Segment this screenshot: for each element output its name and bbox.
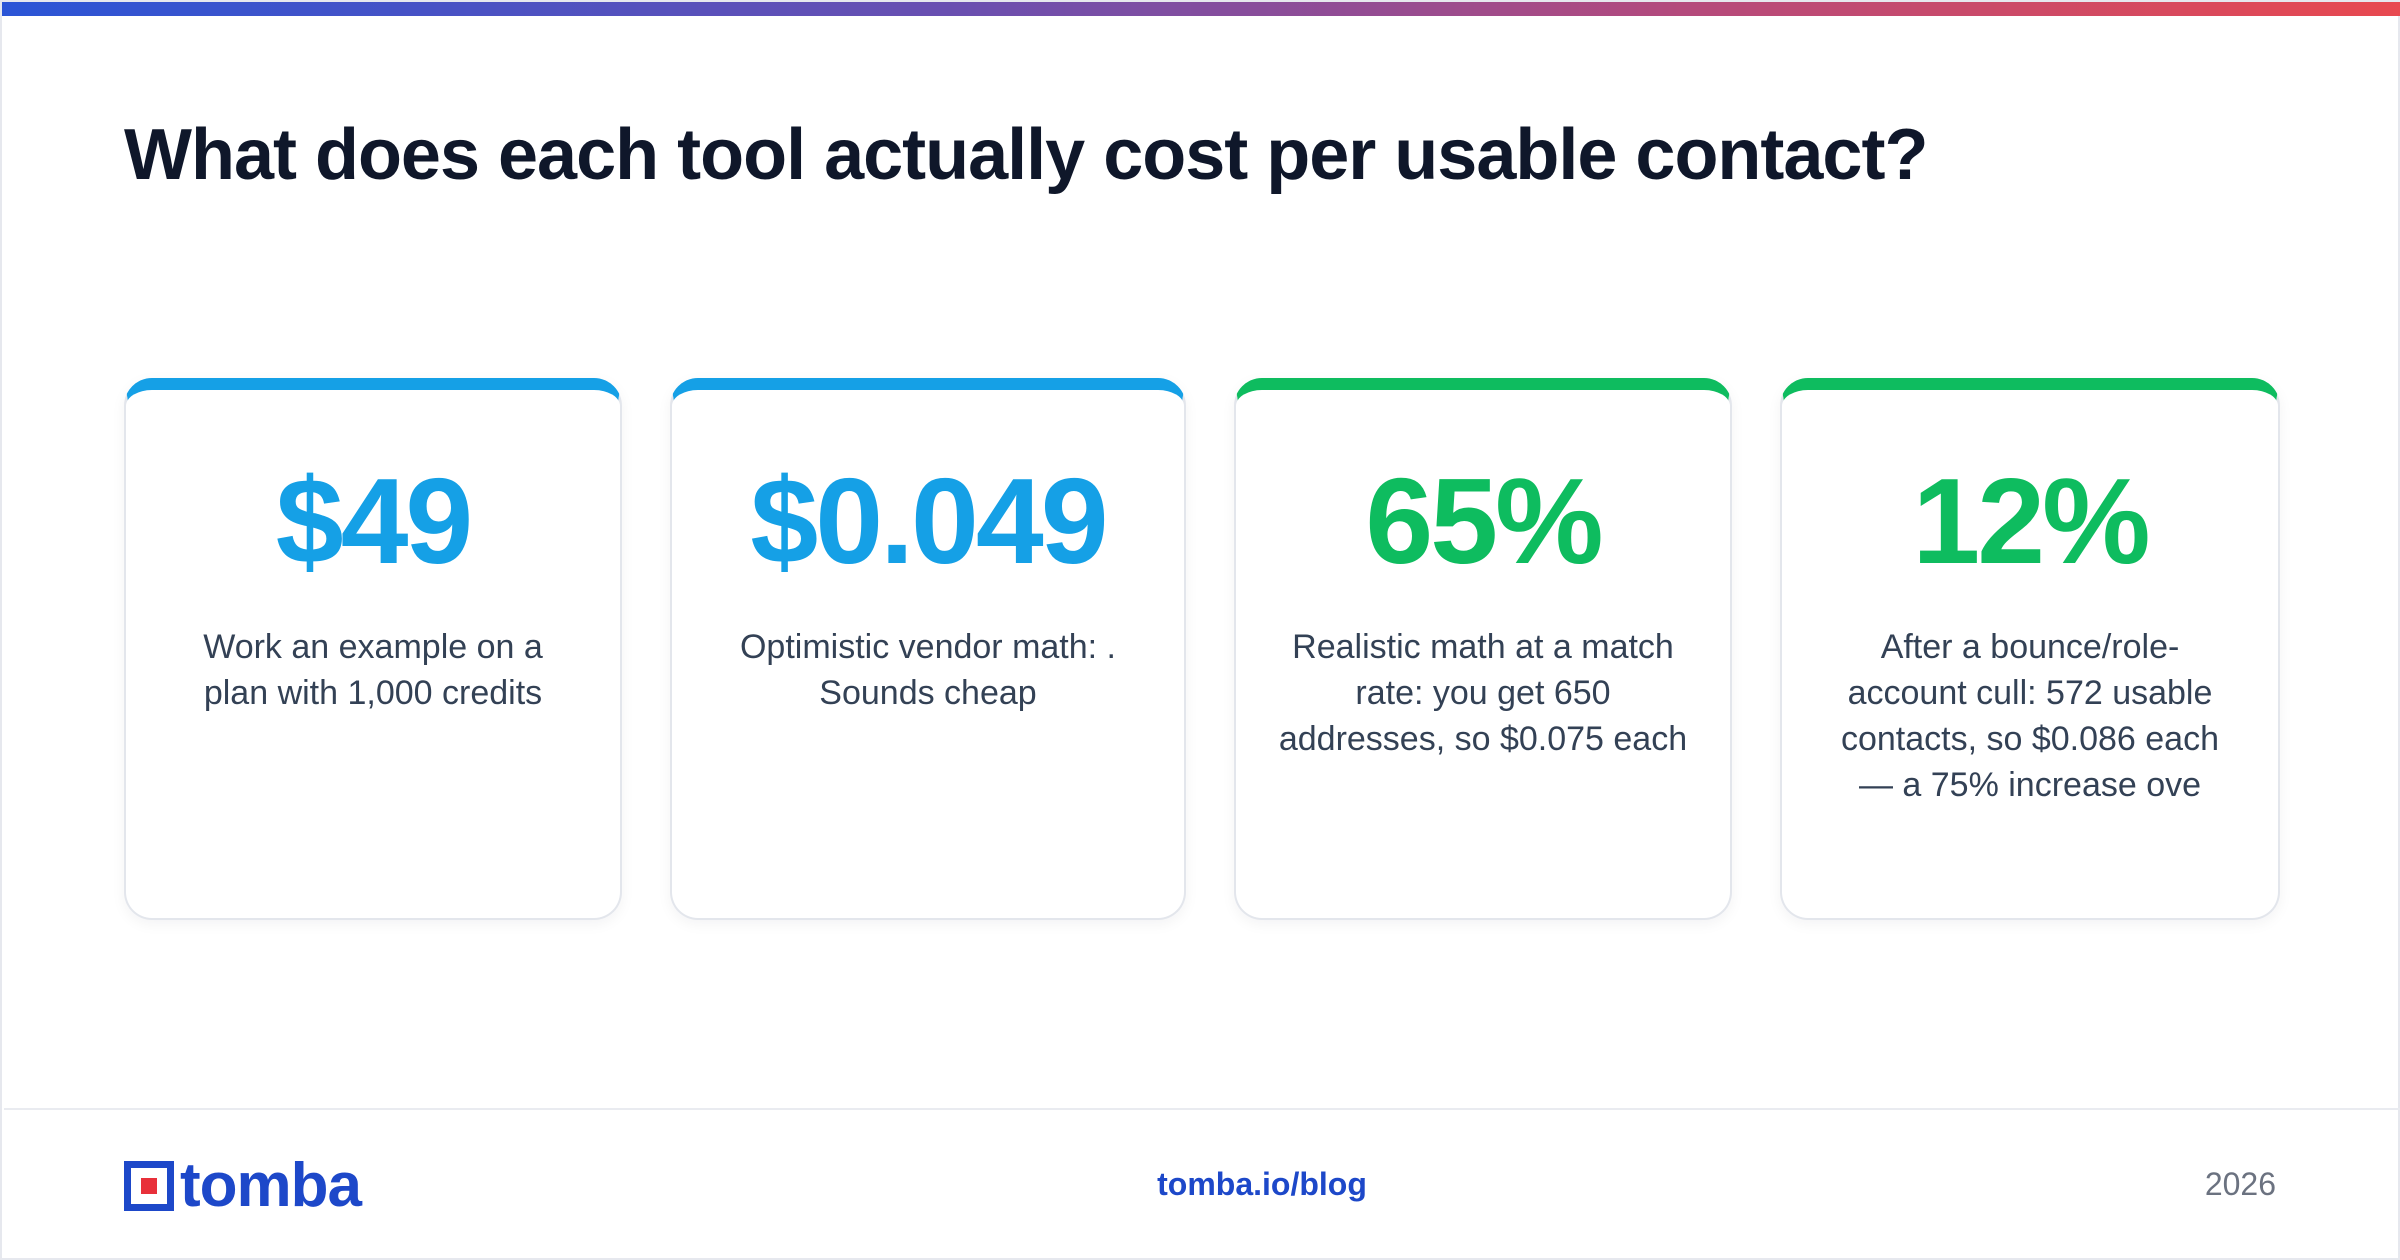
stat-value: $0.049: [750, 453, 1108, 589]
tomba-logo-icon: [124, 1161, 174, 1211]
logo-red-square: [141, 1178, 157, 1194]
tomba-logo[interactable]: tomba: [124, 1151, 362, 1220]
footer-year: 2026: [2204, 1166, 2276, 1202]
blog-link[interactable]: tomba.io/blog: [1157, 1166, 1367, 1202]
page-title: What does each tool actually cost per us…: [124, 115, 1928, 195]
stat-description: After a bounce/role-account cull: 572 us…: [1840, 628, 2220, 804]
footer-divider: [4, 1108, 2400, 1110]
stat-description: Realistic math at a match rate: you get …: [1278, 628, 1688, 758]
stat-value: 12%: [1912, 453, 2150, 589]
stat-card-match-rate: 65% Realistic math at a match rate: you …: [1234, 378, 1732, 920]
stat-description: Optimistic vendor math: . Sounds cheap: [739, 628, 1116, 712]
stat-card-vendor-math: $0.049 Optimistic vendor math: . Sounds …: [670, 378, 1186, 920]
stat-card-credits: $49 Work an example on a plan with 1,000…: [124, 378, 622, 920]
stat-value: $49: [275, 453, 474, 589]
logo-text: tomba: [180, 1151, 362, 1220]
stat-cards: $49 Work an example on a plan with 1,000…: [124, 378, 2280, 920]
top-gradient-bar: [2, 2, 2400, 16]
stat-value: 65%: [1365, 453, 1603, 589]
stat-description: Work an example on a plan with 1,000 cre…: [203, 628, 543, 712]
stat-card-cull: 12% After a bounce/role-account cull: 57…: [1780, 378, 2280, 920]
